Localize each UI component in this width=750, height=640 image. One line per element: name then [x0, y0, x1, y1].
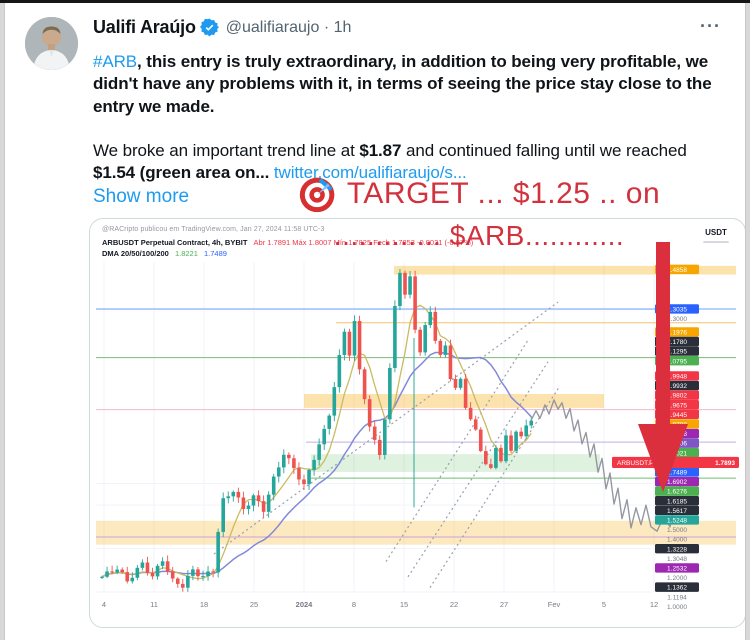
svg-text:Fev: Fev — [548, 600, 561, 609]
svg-text:ARBUSDT.P: ARBUSDT.P — [617, 460, 653, 467]
avatar[interactable] — [25, 17, 78, 70]
svg-text:2.3035: 2.3035 — [667, 307, 687, 314]
svg-text:1.7893: 1.7893 — [715, 460, 735, 467]
tweet-content: Ualifi Araújo @ualifiaraujo · 1h ··· #AR… — [89, 17, 745, 629]
tweet-p2-price2: $1.54 (green area on... — [93, 163, 270, 183]
svg-text:1.7489: 1.7489 — [667, 470, 687, 477]
svg-text:1.2000: 1.2000 — [667, 575, 687, 582]
svg-text:2.1295: 2.1295 — [667, 349, 687, 356]
price-chart: 4 11 18 25 2024 8 15 22 27 Fev 5 12 2.4858 2.3035 2.30… — [96, 262, 739, 611]
svg-text:1.9802: 1.9802 — [667, 393, 687, 400]
hashtag-link[interactable]: #ARB — [93, 52, 138, 71]
svg-text:2.3000: 2.3000 — [667, 316, 687, 323]
svg-text:2.1780: 2.1780 — [667, 339, 687, 346]
tweet-p1-text: , this entry is truly extraordinary, in … — [93, 52, 712, 116]
svg-text:2024: 2024 — [296, 600, 314, 609]
svg-text:5: 5 — [602, 600, 606, 609]
tweet-page: Ualifi Araújo @ualifiaraujo · 1h ··· #AR… — [4, 3, 746, 640]
show-more-link[interactable]: Show more — [93, 186, 190, 208]
dma-label: DMA 20/50/100/200 — [102, 249, 169, 259]
svg-text:1.9932: 1.9932 — [667, 383, 687, 390]
down-arrow-icon — [638, 242, 688, 493]
tweet-p2-seg2: and continued falling until we reached — [401, 140, 687, 160]
dma-value-1: 1.8221 — [174, 249, 198, 259]
chart-image-card[interactable]: @RACripto publicou em TradingView.com, J… — [89, 218, 745, 629]
svg-text:15: 15 — [400, 600, 408, 609]
svg-text:1.5000: 1.5000 — [667, 527, 687, 534]
svg-text:1.3048: 1.3048 — [667, 556, 687, 563]
window-top-edge — [0, 0, 750, 3]
svg-text:2.0795: 2.0795 — [667, 359, 687, 366]
tweet-paragraph-1: #ARB, this entry is truly extraordinary,… — [93, 51, 727, 118]
verified-badge-icon — [199, 18, 219, 42]
svg-text:2.4858: 2.4858 — [667, 267, 687, 274]
svg-text:1.6276: 1.6276 — [667, 489, 687, 496]
more-menu-button[interactable]: ··· — [700, 16, 721, 36]
svg-text:1.6902: 1.6902 — [667, 479, 687, 486]
tweet: Ualifi Araújo @ualifiaraujo · 1h ··· #AR… — [5, 3, 745, 629]
svg-text:22: 22 — [450, 600, 458, 609]
svg-text:1.1362: 1.1362 — [667, 585, 687, 592]
axis-currency-text: USDT — [705, 228, 727, 238]
svg-text:4: 4 — [102, 600, 106, 609]
truncated-tweet-link[interactable]: twitter.com/ualifiaraujo/s... — [269, 163, 467, 183]
tweet-p2-price1: $1.87 — [359, 140, 402, 160]
tweet-p2-seg1: We broke an important trend line at — [93, 140, 360, 160]
svg-text:1.1194: 1.1194 — [667, 595, 687, 602]
svg-text:25: 25 — [250, 600, 258, 609]
svg-text:8: 8 — [352, 600, 356, 609]
svg-text:1.5617: 1.5617 — [667, 508, 687, 515]
chart-header: @RACripto publicou em TradingView.com, J… — [90, 219, 745, 260]
svg-text:1.9675: 1.9675 — [667, 403, 687, 410]
svg-text:1.5248: 1.5248 — [667, 518, 687, 525]
svg-text:1.9948: 1.9948 — [667, 374, 687, 381]
chart-ohlc-values: Abr 1.7891 Máx 1.8007 Mín 1.7825 Fech 1.… — [253, 238, 474, 248]
avatar-portrait — [25, 17, 78, 70]
svg-text:27: 27 — [500, 600, 508, 609]
svg-text:2.1976: 2.1976 — [667, 330, 687, 337]
chart-symbol-line: ARBUSDT Perpetual Contract, 4h, BYBIT Ab… — [102, 238, 733, 247]
axis-currency-label: USDT — [703, 228, 729, 244]
author-handle-and-time[interactable]: @ualifiaraujo · 1h — [225, 19, 352, 36]
svg-text:11: 11 — [150, 600, 158, 609]
tweet-media-area: TARGET ... $1.25 .. on ............. $AR… — [89, 177, 745, 629]
svg-text:18: 18 — [200, 600, 208, 609]
svg-text:1.6185: 1.6185 — [667, 499, 687, 506]
svg-text:1.9445: 1.9445 — [667, 412, 687, 419]
svg-text:1.3228: 1.3228 — [667, 547, 687, 554]
svg-text:1.0000: 1.0000 — [667, 604, 687, 611]
dma-value-2: 1.7489 — [204, 249, 227, 259]
axis-currency-underline — [703, 241, 729, 244]
svg-text:1.4000: 1.4000 — [667, 537, 687, 544]
chart-plot-wrap: 4 11 18 25 2024 8 15 22 27 Fev 5 12 2.4858 2.3035 2.30… — [90, 260, 745, 619]
tweet-paragraph-2: We broke an important trend line at $1.8… — [93, 140, 727, 185]
chart-symbol: ARBUSDT Perpetual Contract, 4h, BYBIT — [102, 238, 248, 248]
chart-dma-line: DMA 20/50/100/200 1.8221 1.7489 — [102, 249, 733, 258]
svg-text:12: 12 — [650, 600, 658, 609]
chart-publish-line: @RACripto publicou em TradingView.com, J… — [102, 226, 325, 234]
tweet-header: Ualifi Araújo @ualifiaraujo · 1h ··· — [93, 17, 727, 42]
svg-text:1.2532: 1.2532 — [667, 566, 687, 573]
author-name[interactable]: Ualifi Araújo — [93, 17, 196, 37]
